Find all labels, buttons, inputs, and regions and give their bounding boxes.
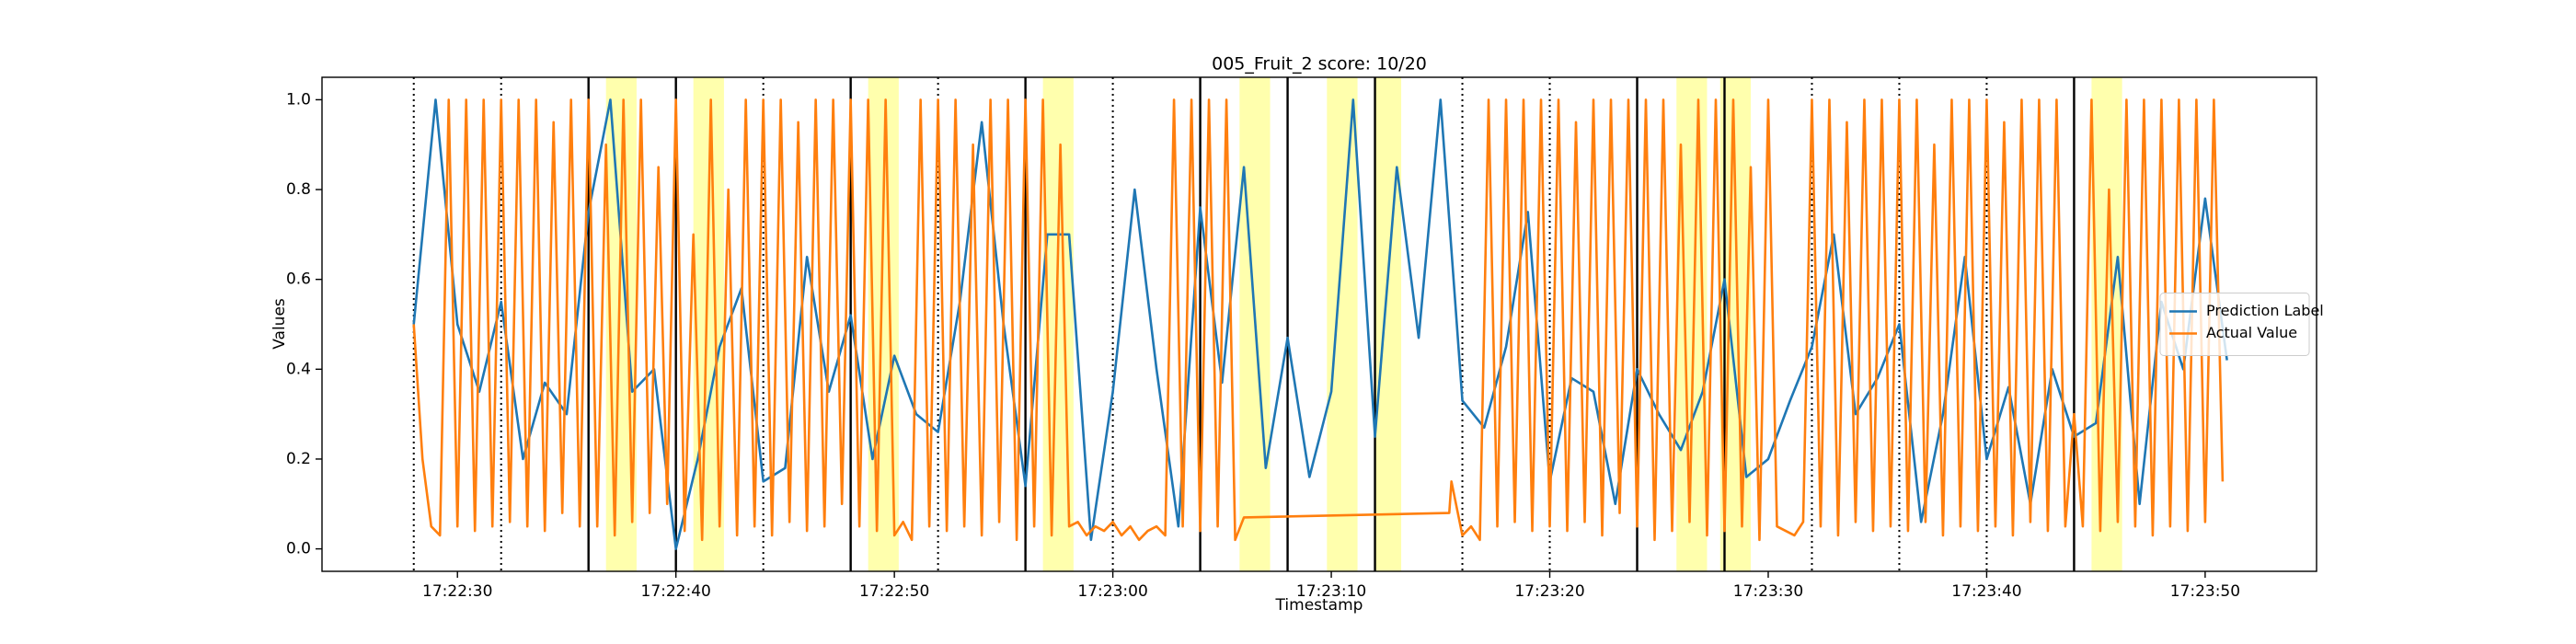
- x-tick-label: 17:22:40: [641, 582, 711, 601]
- x-tick-label: 17:22:50: [859, 582, 929, 601]
- x-tick-label: 17:23:40: [1951, 582, 2021, 601]
- legend: Prediction Label Actual Value: [2159, 293, 2324, 356]
- y-tick-label: 0.2: [286, 450, 311, 468]
- y-tick-label: 0.8: [286, 180, 311, 199]
- x-tick-label: 17:22:30: [422, 582, 492, 601]
- y-axis-label: Values: [270, 298, 289, 350]
- y-tick-label: 0.6: [286, 270, 311, 289]
- axes-frame: [321, 76, 2317, 572]
- legend-label: Actual Value: [2206, 324, 2297, 341]
- x-tick-label: 17:23:10: [1296, 582, 1366, 601]
- y-tick-label: 1.0: [286, 90, 311, 109]
- chart-title: 005_Fruit_2 score: 10/20: [1212, 54, 1427, 75]
- legend-label: Prediction Label: [2206, 302, 2324, 319]
- y-tick-label: 0.4: [286, 360, 311, 378]
- x-axis-label: Timestamp: [1275, 596, 1363, 615]
- series-line: [412, 98, 2225, 542]
- x-tick-label: 17:23:00: [1077, 582, 1147, 601]
- x-tick-label: 17:23:20: [1514, 582, 1584, 601]
- legend-frame: [2159, 293, 2310, 356]
- y-tick-label: 0.0: [286, 540, 311, 558]
- highlight-span: [1374, 77, 1402, 571]
- x-tick-label: 17:23:30: [1733, 582, 1803, 601]
- highlight-span: [1327, 77, 1358, 571]
- x-tick-label: 17:23:50: [2170, 582, 2240, 601]
- plot-area: [412, 77, 2228, 571]
